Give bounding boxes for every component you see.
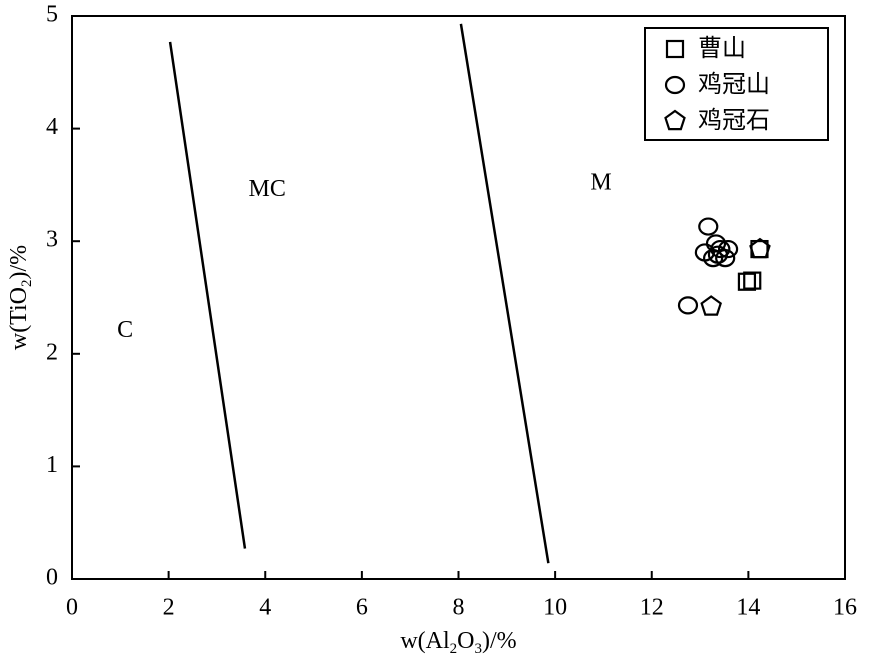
legend-marker [664,109,686,131]
y-tick-label: 2 [46,339,58,365]
y-tick-label: 0 [46,565,58,591]
y-tick-label: 4 [46,114,58,140]
marker-circle [707,245,729,264]
legend-marker [665,39,685,59]
label-part: )/% [6,245,32,280]
marker-square [743,271,762,290]
legend-box [644,27,829,141]
legend-label: 曹山 [698,34,746,62]
y-tick-label: 3 [46,227,58,253]
x-tick-label: 2 [163,595,175,621]
marker-circle [717,239,739,259]
marker-circle [677,296,699,315]
x-tick-label: 6 [356,595,368,621]
label-part: 2 [450,641,458,657]
label-part: w(TiO [6,287,32,350]
y-axis-label: w(TiO2)/% [6,245,36,350]
legend-marker [664,75,686,95]
boundary-line [459,23,550,564]
marker-square [737,272,757,291]
marker-circle [703,248,724,268]
region-label: MC [249,176,286,202]
marker-circle [698,217,719,236]
region-label: C [117,317,133,343]
x-tick-label: 12 [640,595,664,621]
label-part: 2 [19,280,35,288]
x-tick-label: 8 [453,595,465,621]
y-tick-label: 5 [46,2,58,28]
x-tick-label: 10 [543,595,567,621]
boundary-line [168,41,247,549]
marker-pentagon [700,295,722,316]
label-part: O [457,628,474,654]
label-part: w(Al [400,628,450,654]
x-axis-label: w(Al2O3)/% [400,628,516,658]
marker-pentagon [749,237,771,259]
x-tick-label: 16 [833,595,857,621]
label-part: 3 [475,641,483,657]
x-tick-label: 0 [66,595,78,621]
x-tick-label: 14 [736,595,760,621]
y-tick-label: 1 [46,452,58,478]
legend-label: 鸡冠石 [698,106,770,134]
legend-label: 鸡冠山 [698,70,770,98]
x-tick-label: 4 [259,595,271,621]
region-label: M [590,169,611,195]
label-part: )/% [482,628,517,654]
